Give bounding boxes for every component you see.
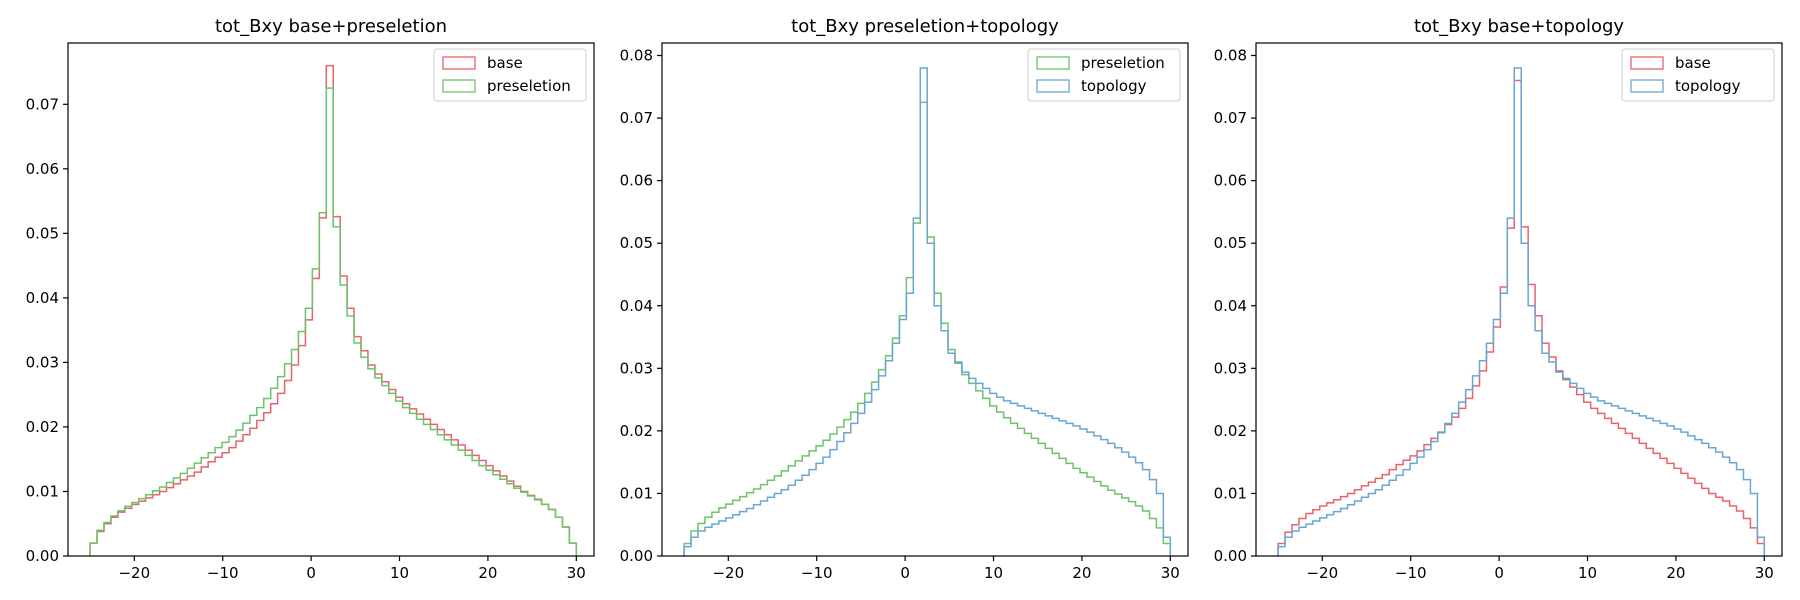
chart-title: tot_Bxy base+topology <box>1414 16 1624 37</box>
y-tick-label: 0.00 <box>620 547 653 565</box>
chart-panel-2: −20 −10 0 10 20 30 0.00 0.01 0.02 0.03 0.04 0.05 0.0… <box>620 16 1189 582</box>
x-tick-label: 10 <box>1578 564 1597 582</box>
x-tick-label: −20 <box>1306 564 1338 582</box>
y-tick-label: 0.02 <box>26 418 59 436</box>
y-tick-label: 0.00 <box>26 547 59 565</box>
y-tick-label: 0.06 <box>1214 172 1247 190</box>
x-tick-label: 0 <box>900 564 910 582</box>
legend-swatch-preseletion <box>442 79 476 93</box>
y-tick-label: 0.00 <box>1214 547 1247 565</box>
chart-title: tot_Bxy preseletion+topology <box>791 16 1059 37</box>
y-tick-label: 0.01 <box>1214 484 1247 502</box>
legend-label-topology: topology <box>1081 77 1147 95</box>
y-tick-label: 0.03 <box>1214 359 1247 377</box>
y-tick-label: 0.04 <box>1214 297 1247 315</box>
y-tick-label: 0.07 <box>620 109 653 127</box>
legend-label-preseletion: preseletion <box>1081 54 1165 72</box>
legend-frame <box>1621 48 1775 102</box>
y-tick-label: 0.06 <box>26 160 59 178</box>
legend-label-base: base <box>1675 54 1711 72</box>
chart-panel-1: −20 −10 0 10 20 30 0.00 0.01 0.02 0.03 0.04 0.05 0.0… <box>26 16 595 582</box>
x-tick-label: 30 <box>1755 564 1774 582</box>
y-tick-label: 0.03 <box>26 353 59 371</box>
x-tick-label: 0 <box>1494 564 1504 582</box>
x-tick-label: −20 <box>118 564 150 582</box>
legend-label-preseletion: preseletion <box>487 77 571 95</box>
y-tick-label: 0.05 <box>620 234 653 252</box>
legend-swatch-topology <box>1630 79 1664 93</box>
y-tick-label: 0.02 <box>620 422 653 440</box>
x-tick-label: −10 <box>1395 564 1427 582</box>
chart-title: tot_Bxy base+preseletion <box>215 16 447 37</box>
y-tick-label: 0.07 <box>26 95 59 113</box>
legend-frame <box>433 48 587 102</box>
x-tick-label: 10 <box>390 564 409 582</box>
x-tick-label: 20 <box>1072 564 1091 582</box>
legend: base preseletion <box>433 48 587 102</box>
legend: preseletion topology <box>1027 48 1181 102</box>
x-tick-label: −20 <box>712 564 744 582</box>
y-tick-label: 0.02 <box>1214 422 1247 440</box>
y-tick-label: 0.08 <box>620 47 653 65</box>
legend-swatch-topology <box>1036 79 1070 93</box>
series-line-topology <box>1277 67 1766 556</box>
x-tick-label: 30 <box>1161 564 1180 582</box>
plot-frame <box>1255 42 1783 557</box>
y-tick-label: 0.03 <box>620 359 653 377</box>
y-tick-label: 0.06 <box>620 172 653 190</box>
series-line-topology <box>683 67 1172 556</box>
plot-frame <box>661 42 1189 557</box>
legend-swatch-preseletion <box>1036 56 1070 70</box>
plot-frame <box>67 42 595 557</box>
y-tick-label: 0.08 <box>1214 47 1247 65</box>
y-tick-label: 0.01 <box>620 484 653 502</box>
x-tick-label: −10 <box>207 564 239 582</box>
x-tick-label: −10 <box>801 564 833 582</box>
y-tick-label: 0.05 <box>26 224 59 242</box>
y-tick-label: 0.04 <box>26 289 59 307</box>
y-tick-label: 0.01 <box>26 482 59 500</box>
x-tick-label: 30 <box>567 564 586 582</box>
series-line-preseletion <box>89 87 578 556</box>
legend-label-topology: topology <box>1675 77 1741 95</box>
chart-panel-3: −20 −10 0 10 20 30 0.00 0.01 0.02 0.03 0.04 0.05 0.0… <box>1214 16 1783 582</box>
legend-label-base: base <box>487 54 523 72</box>
x-tick-label: 0 <box>306 564 316 582</box>
legend-frame <box>1027 48 1181 102</box>
x-tick-label: 20 <box>478 564 497 582</box>
legend: base topology <box>1621 48 1775 102</box>
x-tick-label: 10 <box>984 564 1003 582</box>
y-tick-label: 0.04 <box>620 297 653 315</box>
y-tick-label: 0.05 <box>1214 234 1247 252</box>
x-tick-label: 20 <box>1666 564 1685 582</box>
legend-swatch-base <box>442 56 476 70</box>
y-tick-label: 0.07 <box>1214 109 1247 127</box>
legend-swatch-base <box>1630 56 1664 70</box>
